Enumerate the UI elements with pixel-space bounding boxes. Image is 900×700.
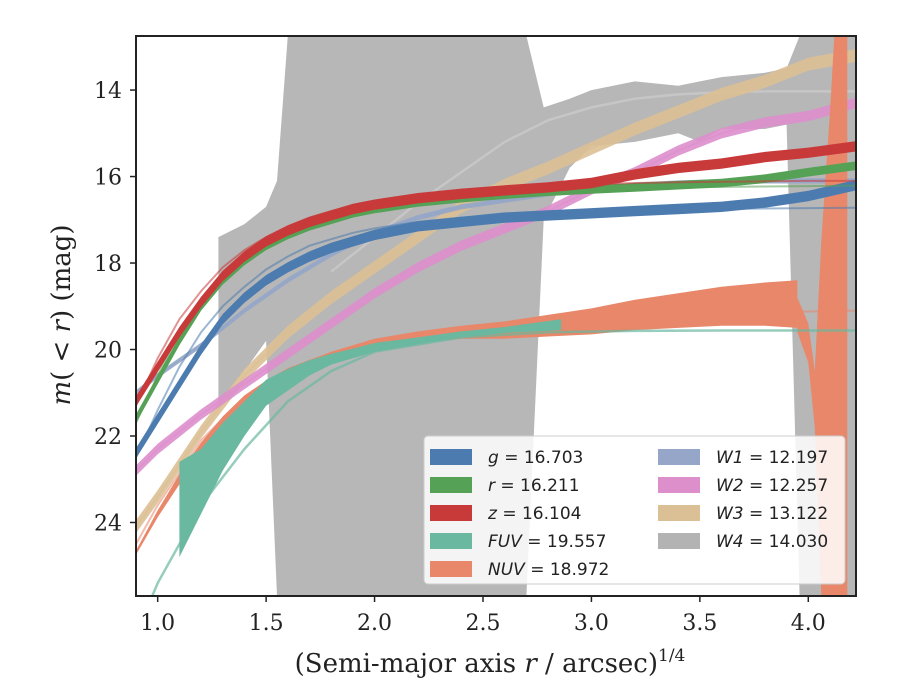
x-tick-label: 2.5 bbox=[465, 611, 500, 636]
legend-item-w4: W4 = 14.030 bbox=[658, 532, 828, 552]
legend-label: W2 = 12.257 bbox=[716, 476, 828, 496]
legend-label: W4 = 14.030 bbox=[716, 532, 828, 552]
legend-item-w2: W2 = 12.257 bbox=[658, 476, 828, 496]
legend-label: g = 16.703 bbox=[488, 448, 583, 468]
series-w2 bbox=[136, 97, 856, 476]
w4-band bbox=[218, 36, 856, 596]
x-axis-label: (Semi-major axis r / arcsec)1/4 bbox=[295, 646, 686, 679]
legend-item-w1: W1 = 12.197 bbox=[658, 448, 828, 468]
fuv-band bbox=[179, 319, 562, 558]
x-tick-label: 3.5 bbox=[682, 611, 717, 636]
plot-frame bbox=[135, 35, 857, 597]
legend-box bbox=[423, 435, 846, 585]
legend-label: r = 16.211 bbox=[488, 476, 580, 496]
legend-swatch bbox=[430, 477, 472, 493]
legend-swatch bbox=[430, 449, 472, 465]
y-tick-label: 18 bbox=[94, 252, 122, 277]
legend-item-w3: W3 = 13.122 bbox=[658, 504, 828, 524]
series-z bbox=[136, 141, 856, 407]
legend-label: FUV = 19.557 bbox=[488, 532, 606, 552]
x-tick-label: 3.0 bbox=[574, 611, 609, 636]
legend-item-fuv: FUV = 19.557 bbox=[430, 532, 606, 552]
y-axis: 14 16 18 20 22 24 bbox=[94, 79, 136, 536]
series-g bbox=[136, 180, 856, 459]
legend-swatch bbox=[658, 449, 700, 465]
legend: g = 16.703 r = 16.211 z = 16.104 FUV = 19.5… bbox=[423, 435, 846, 585]
legend-swatch bbox=[430, 533, 472, 549]
y-tick-label: 20 bbox=[94, 339, 122, 364]
y-tick-label: 16 bbox=[94, 166, 122, 191]
x-tick-label: 2.0 bbox=[357, 611, 392, 636]
series-layer bbox=[136, 36, 856, 596]
legend-item-nuv: NUV = 18.972 bbox=[430, 560, 609, 580]
y-tick-label: 14 bbox=[94, 79, 122, 104]
r-band bbox=[136, 161, 856, 423]
legend-swatch bbox=[658, 477, 700, 493]
g-band bbox=[136, 180, 856, 459]
z-band bbox=[136, 141, 856, 407]
x-tick-label: 1.5 bbox=[249, 611, 284, 636]
legend-swatch bbox=[658, 533, 700, 549]
series-fuv bbox=[150, 319, 856, 596]
legend-label: W1 = 12.197 bbox=[716, 448, 828, 468]
legend-label: z = 16.104 bbox=[487, 504, 581, 524]
legend-item-r: r = 16.211 bbox=[430, 476, 580, 496]
fuv-model-line bbox=[150, 329, 856, 596]
legend-swatch bbox=[658, 505, 700, 521]
w2-line bbox=[136, 102, 856, 472]
y-tick-label: 24 bbox=[94, 511, 122, 536]
x-tick-label: 4.0 bbox=[791, 611, 826, 636]
x-axis: 1.0 1.5 2.0 2.5 3.0 3.5 4.0 bbox=[140, 596, 826, 636]
legend-label: W3 = 13.122 bbox=[716, 504, 828, 524]
y-tick-label: 22 bbox=[94, 425, 122, 450]
x-tick-label: 1.0 bbox=[140, 611, 175, 636]
legend-item-z: z = 16.104 bbox=[430, 504, 581, 524]
legend-item-g: g = 16.703 bbox=[430, 448, 583, 468]
legend-swatch bbox=[430, 561, 472, 577]
legend-label: NUV = 18.972 bbox=[488, 560, 609, 580]
legend-swatch bbox=[430, 505, 472, 521]
y-axis-label: m( < r) (mag) bbox=[47, 224, 77, 405]
